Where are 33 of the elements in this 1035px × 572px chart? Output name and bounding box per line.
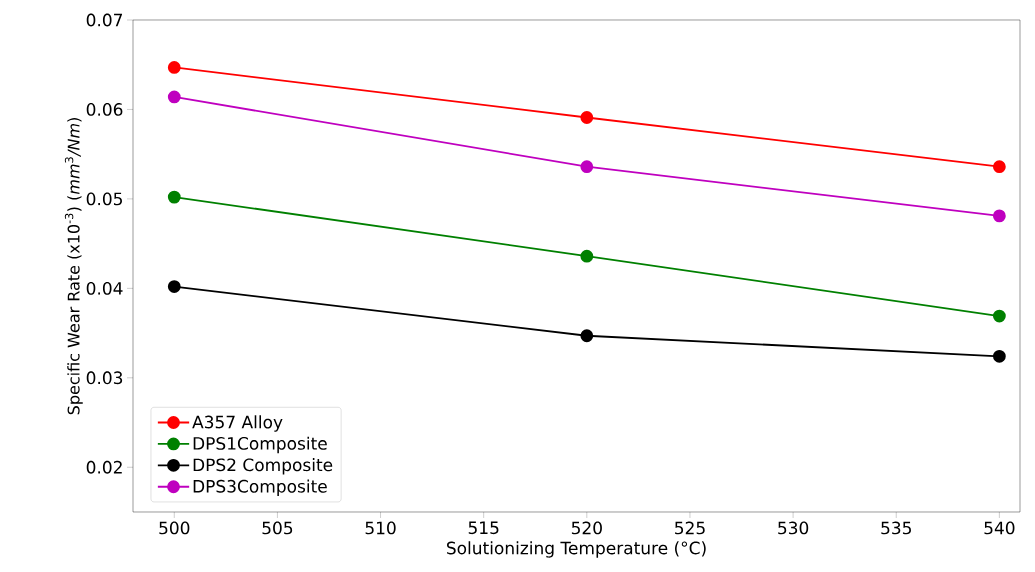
x-tick-label: 515 bbox=[468, 521, 499, 535]
point bbox=[167, 61, 181, 74]
point bbox=[580, 249, 594, 263]
legend-label: DPS2 Composite bbox=[193, 458, 333, 475]
point bbox=[580, 160, 594, 174]
x-tick-label: 520 bbox=[571, 521, 602, 535]
point bbox=[167, 190, 181, 204]
x-tick-label: 500 bbox=[159, 521, 190, 535]
legend-label: DPS3Composite bbox=[193, 479, 327, 496]
x-tick-label: 510 bbox=[365, 521, 396, 535]
y-tick-label: 0.07 bbox=[86, 13, 123, 27]
y-tick-label: 0.04 bbox=[86, 281, 123, 295]
point bbox=[167, 280, 181, 293]
y-axis-title: Specific Wear Rate (x10$^{-3}$) (mm$^{3}$/Nm) bbox=[64, 118, 83, 415]
x-tick-label: 530 bbox=[778, 521, 809, 535]
y-tick-label: 0.02 bbox=[86, 460, 122, 474]
point bbox=[167, 90, 181, 104]
legend-label: DPS1Composite bbox=[193, 436, 327, 454]
point bbox=[580, 111, 594, 124]
point bbox=[992, 160, 1006, 174]
y-tick-label: 0.03 bbox=[86, 371, 123, 385]
x-tick-label: 535 bbox=[881, 521, 911, 535]
x-tick-label: 505 bbox=[262, 521, 293, 535]
y-tick-label: 0.06 bbox=[86, 103, 123, 116]
point bbox=[992, 349, 1006, 363]
point bbox=[992, 309, 1006, 323]
x-axis-title: Solutionizing Temperature (°C) bbox=[446, 541, 706, 558]
y-tick-label: 0.05 bbox=[86, 192, 122, 206]
point bbox=[992, 209, 1006, 223]
x-tick-label: 525 bbox=[675, 521, 705, 535]
x-tick-label: 540 bbox=[984, 521, 1015, 535]
legend-label: A357 Alloy bbox=[192, 415, 283, 432]
point bbox=[580, 329, 594, 343]
